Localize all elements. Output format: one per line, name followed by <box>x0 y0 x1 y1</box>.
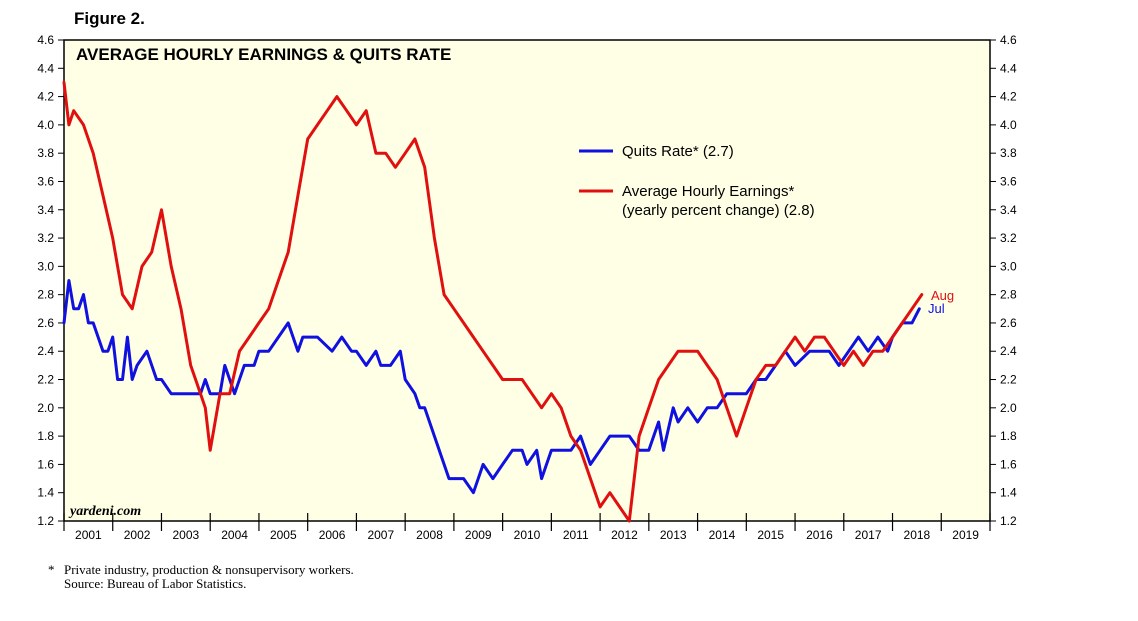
y-tick-label-right: 4.6 <box>1000 33 1017 47</box>
y-tick-label-right: 2.2 <box>1000 373 1017 387</box>
y-tick-label-left: 1.6 <box>37 457 54 471</box>
x-tick-label: 2014 <box>709 528 736 542</box>
x-tick-label: 2016 <box>806 528 833 542</box>
y-tick-label-right: 4.4 <box>1000 61 1017 75</box>
y-tick-label-left: 2.4 <box>37 344 54 358</box>
series-layer <box>62 80 924 523</box>
y-tick-label-right: 1.2 <box>1000 514 1017 528</box>
end-label-jul: Jul <box>928 301 945 316</box>
x-tick-label: 2017 <box>855 528 882 542</box>
y-tick-label-right: 3.2 <box>1000 231 1017 245</box>
y-tick-label-left: 2.8 <box>37 288 54 302</box>
y-axis-left: 1.2 1.4 1.6 1.8 2.0 2.2 2.4 2.6 2.8 3.0 3.2 3.4 3.6 3… <box>37 33 64 528</box>
y-tick-label-right: 1.6 <box>1000 457 1017 471</box>
footnote-line-2: Source: Bureau of Labor Statistics. <box>64 576 247 591</box>
y-tick-label-left: 3.4 <box>37 203 54 217</box>
x-tick-label: 2003 <box>172 528 199 542</box>
y-tick-label-right: 2.0 <box>1000 401 1017 415</box>
x-tick-label: 2018 <box>904 528 931 542</box>
footnote-marker: * <box>48 562 55 577</box>
y-tick-label-right: 3.4 <box>1000 203 1017 217</box>
y-tick-label-left: 3.2 <box>37 231 54 245</box>
y-tick-label-left: 3.0 <box>37 259 54 273</box>
y-tick-label-right: 3.8 <box>1000 146 1017 160</box>
y-tick-label-left: 1.2 <box>37 514 54 528</box>
y-tick-label-left: 2.6 <box>37 316 54 330</box>
y-tick-label-right: 1.8 <box>1000 429 1017 443</box>
y-tick-label-left: 3.8 <box>37 146 54 160</box>
chart-title: AVERAGE HOURLY EARNINGS & QUITS RATE <box>76 45 451 64</box>
x-tick-label: 2004 <box>221 528 248 542</box>
end-label-aug: Aug <box>931 288 954 303</box>
plot-background <box>63 39 991 522</box>
x-tick-label: 2015 <box>757 528 784 542</box>
y-tick-label-right: 2.6 <box>1000 316 1017 330</box>
x-tick-label: 2001 <box>75 528 102 542</box>
x-tick-label: 2002 <box>124 528 151 542</box>
legend: Quits Rate* (2.7) Average Hourly Earning… <box>579 143 815 219</box>
legend-label-quits: Quits Rate* (2.7) <box>622 143 734 160</box>
series-line-average-hourly-earnings <box>62 80 924 523</box>
y-tick-label-right: 3.6 <box>1000 174 1017 188</box>
y-tick-label-right: 2.8 <box>1000 288 1017 302</box>
y-tick-label-right: 1.4 <box>1000 486 1017 500</box>
figure-label: Figure 2. <box>74 9 145 28</box>
y-tick-label-right: 4.2 <box>1000 90 1017 104</box>
watermark: yardeni.com <box>68 504 141 519</box>
y-tick-label-left: 4.6 <box>37 33 54 47</box>
footnote-line-1: Private industry, production & nonsuperv… <box>64 562 354 577</box>
x-tick-label: 2005 <box>270 528 297 542</box>
y-tick-label-left: 1.8 <box>37 429 54 443</box>
y-tick-label-right: 4.0 <box>1000 118 1017 132</box>
x-tick-label: 2006 <box>319 528 346 542</box>
y-tick-label-left: 2.2 <box>37 373 54 387</box>
y-tick-label-left: 4.2 <box>37 90 54 104</box>
x-tick-label: 2009 <box>465 528 492 542</box>
x-axis: 2001 2002 2003 2004 2005 2006 2007 2008 2009 2010… <box>63 513 991 542</box>
y-tick-label-left: 3.6 <box>37 174 54 188</box>
y-tick-label-right: 3.0 <box>1000 259 1017 273</box>
y-tick-label-left: 4.4 <box>37 61 54 75</box>
legend-label-earnings-2: (yearly percent change) (2.8) <box>622 202 815 219</box>
x-tick-label: 2019 <box>952 528 979 542</box>
x-tick-label: 2010 <box>514 528 541 542</box>
footnote: * Private industry, production & nonsuper… <box>48 563 354 591</box>
legend-label-earnings: Average Hourly Earnings* <box>622 183 794 200</box>
x-tick-label: 2013 <box>660 528 687 542</box>
y-tick-label-left: 1.4 <box>37 486 54 500</box>
x-tick-label: 2012 <box>611 528 638 542</box>
y-tick-label-left: 2.0 <box>37 401 54 415</box>
x-tick-label: 2007 <box>367 528 394 542</box>
y-tick-label-right: 2.4 <box>1000 344 1017 358</box>
x-tick-label: 2011 <box>563 528 589 542</box>
y-axis-right: 1.2 1.4 1.6 1.8 2.0 2.2 2.4 2.6 2.8 3.0 3.2 3.4 3.6 3… <box>990 33 1017 528</box>
x-tick-label: 2008 <box>416 528 443 542</box>
y-tick-label-left: 4.0 <box>37 118 54 132</box>
